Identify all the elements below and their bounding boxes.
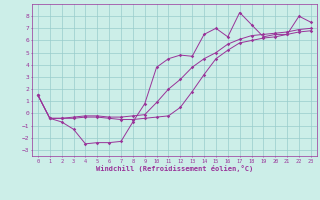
X-axis label: Windchill (Refroidissement éolien,°C): Windchill (Refroidissement éolien,°C): [96, 165, 253, 172]
